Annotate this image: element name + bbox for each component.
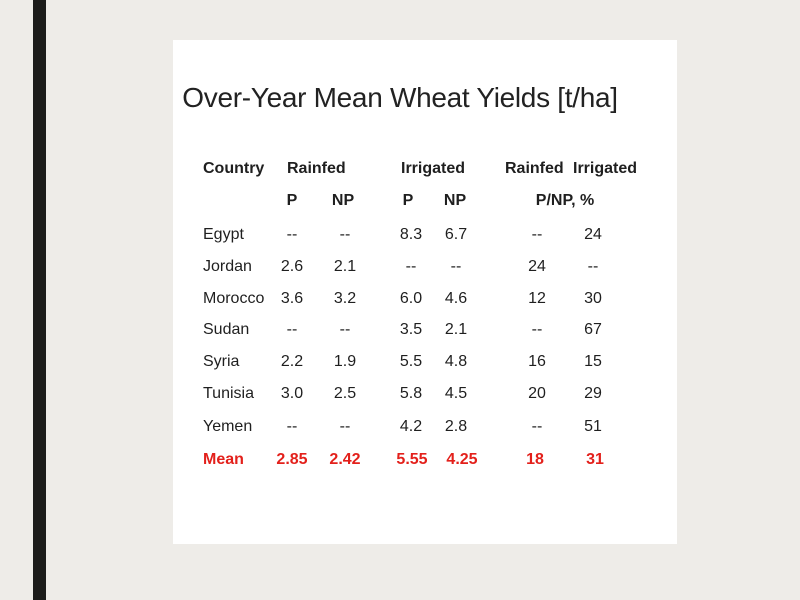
mean-cell-ir-np: 4.25 — [446, 451, 478, 468]
table-cell-ir-p: 4.2 — [399, 418, 423, 435]
table-cell-rf-p: 2.6 — [280, 258, 304, 275]
table-cell-ir-ratio: 24 — [584, 226, 602, 243]
header-rainfed: Rainfed — [287, 160, 346, 177]
table-cell-rf-ratio: 12 — [528, 290, 546, 307]
table-cell-ir-np: -- — [450, 258, 462, 275]
table-cell-ir-p: 3.5 — [399, 321, 423, 338]
table-cell-rf-p: 2.2 — [280, 353, 304, 370]
table-cell-ir-p: 5.5 — [399, 353, 423, 370]
mean-cell-rf-p: 2.85 — [276, 451, 308, 468]
table-cell-rf-ratio: 20 — [528, 385, 546, 402]
table-cell-rf-np: -- — [339, 226, 351, 243]
table-cell-country: Yemen — [203, 418, 253, 435]
table-cell-ir-p: -- — [405, 258, 417, 275]
table-cell-country: Jordan — [203, 258, 252, 275]
table-cell-rf-ratio: 24 — [528, 258, 546, 275]
table-cell-rf-ratio: -- — [531, 226, 543, 243]
table-cell-ir-np: 4.5 — [444, 385, 468, 402]
slide-title: Over-Year Mean Wheat Yields [t/ha] — [182, 82, 618, 113]
header-country: Country — [203, 160, 265, 177]
mean-cell-country: Mean — [203, 451, 244, 468]
table-cell-rf-np: -- — [339, 418, 351, 435]
table-cell-rf-ratio: -- — [531, 418, 543, 435]
header-irrigated-np: NP — [443, 192, 467, 209]
table-cell-rf-np: 1.9 — [333, 353, 357, 370]
table-cell-ir-p: 6.0 — [399, 290, 423, 307]
table-cell-ir-p: 8.3 — [399, 226, 423, 243]
header-irrigated: Irrigated — [401, 160, 466, 177]
table-cell-country: Egypt — [203, 226, 244, 243]
table-cell-rf-ratio: 16 — [528, 353, 546, 370]
table-cell-ir-ratio: 67 — [584, 321, 602, 338]
table-cell-rf-np: -- — [339, 321, 351, 338]
mean-cell-rf-ratio: 18 — [526, 451, 544, 468]
header-rainfed-np: NP — [331, 192, 355, 209]
table-cell-ir-np: 4.8 — [444, 353, 468, 370]
table-cell-ir-ratio: 29 — [584, 385, 602, 402]
header-ratio-unit: P/NP, % — [535, 192, 595, 209]
table-cell-country: Tunisia — [203, 385, 254, 402]
table-cell-ir-p: 5.8 — [399, 385, 423, 402]
table-cell-ir-ratio: 51 — [584, 418, 602, 435]
table-cell-ir-ratio: -- — [587, 258, 599, 275]
header-irrigated-p: P — [402, 192, 414, 209]
table-cell-ir-np: 6.7 — [444, 226, 468, 243]
table-cell-rf-np: 3.2 — [333, 290, 357, 307]
table-cell-ir-ratio: 15 — [584, 353, 602, 370]
table-cell-rf-np: 2.1 — [333, 258, 357, 275]
table-cell-ir-np: 2.8 — [444, 418, 468, 435]
table-cell-ir-np: 4.6 — [444, 290, 468, 307]
table-cell-rf-p: -- — [286, 418, 298, 435]
table-cell-ir-ratio: 30 — [584, 290, 602, 307]
table-cell-rf-p: 3.0 — [280, 385, 304, 402]
table-cell-rf-p: -- — [286, 226, 298, 243]
table-cell-rf-p: 3.6 — [280, 290, 304, 307]
table-cell-country: Syria — [203, 353, 240, 370]
header-irrigated-ratio: Irrigated — [573, 160, 638, 177]
table-cell-country: Morocco — [203, 290, 265, 307]
mean-cell-ir-ratio: 31 — [586, 451, 604, 468]
left-accent-bar — [33, 0, 46, 600]
table-cell-ir-np: 2.1 — [444, 321, 468, 338]
table-cell-rf-p: -- — [286, 321, 298, 338]
mean-cell-ir-p: 5.55 — [396, 451, 428, 468]
table-cell-rf-np: 2.5 — [333, 385, 357, 402]
mean-cell-rf-np: 2.42 — [329, 451, 361, 468]
header-rainfed-p: P — [286, 192, 298, 209]
header-rainfed-ratio: Rainfed — [505, 160, 564, 177]
slide-card — [173, 40, 677, 544]
table-cell-country: Sudan — [203, 321, 250, 338]
table-cell-rf-ratio: -- — [531, 321, 543, 338]
